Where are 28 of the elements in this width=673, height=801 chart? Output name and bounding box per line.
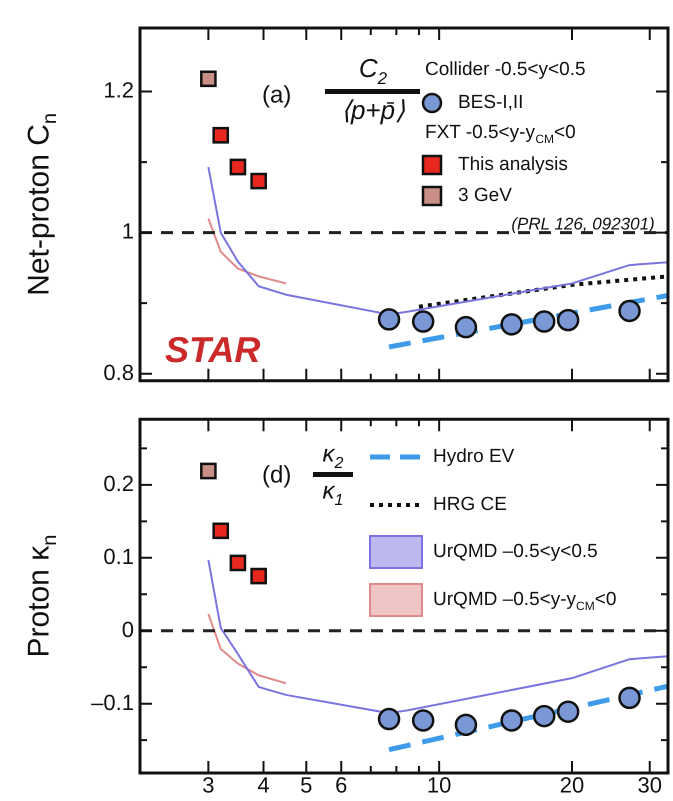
x-tick-label: 30: [637, 772, 662, 798]
x-tick-label: 6: [335, 772, 348, 798]
y-axis-title: Proton κn: [22, 534, 62, 658]
x-tick-label: 20: [560, 772, 584, 798]
legend-title: Collider -0.5<y<0.5: [425, 59, 586, 80]
x-tick-label: 10: [426, 772, 452, 798]
legend-label: HRG CE: [433, 494, 507, 516]
y-tick-label: 1.2: [103, 78, 134, 103]
legend-label: BES-I,II: [458, 92, 524, 114]
x-tick-label: 5: [300, 772, 312, 798]
legend-label: Hydro EV: [433, 446, 515, 468]
annotation: (d): [262, 462, 292, 489]
y-axis-title: Net-proton Cn: [22, 112, 62, 296]
y-tick-label: 0.2: [103, 470, 134, 496]
legend-label: 3 GeV: [458, 185, 512, 206]
annotation: STAR: [165, 328, 260, 370]
y-tick-label: –0.1: [91, 690, 134, 715]
legend-label: This analysis: [458, 154, 568, 176]
annotation: ⟨p+p̄⟩: [340, 95, 406, 126]
y-tick-label: 0: [122, 616, 134, 642]
y-tick-label: 0.1: [103, 544, 134, 569]
y-tick-label: 1: [122, 218, 134, 244]
annotation: (a): [262, 82, 292, 109]
x-tick-label: 4: [257, 772, 270, 798]
y-tick-label: 0.8: [103, 360, 134, 385]
legend-label: UrQMD –0.5<y<0.5: [433, 541, 598, 562]
annotation: (PRL 126, 092301): [511, 214, 655, 234]
x-tick-label: 3: [202, 772, 214, 798]
